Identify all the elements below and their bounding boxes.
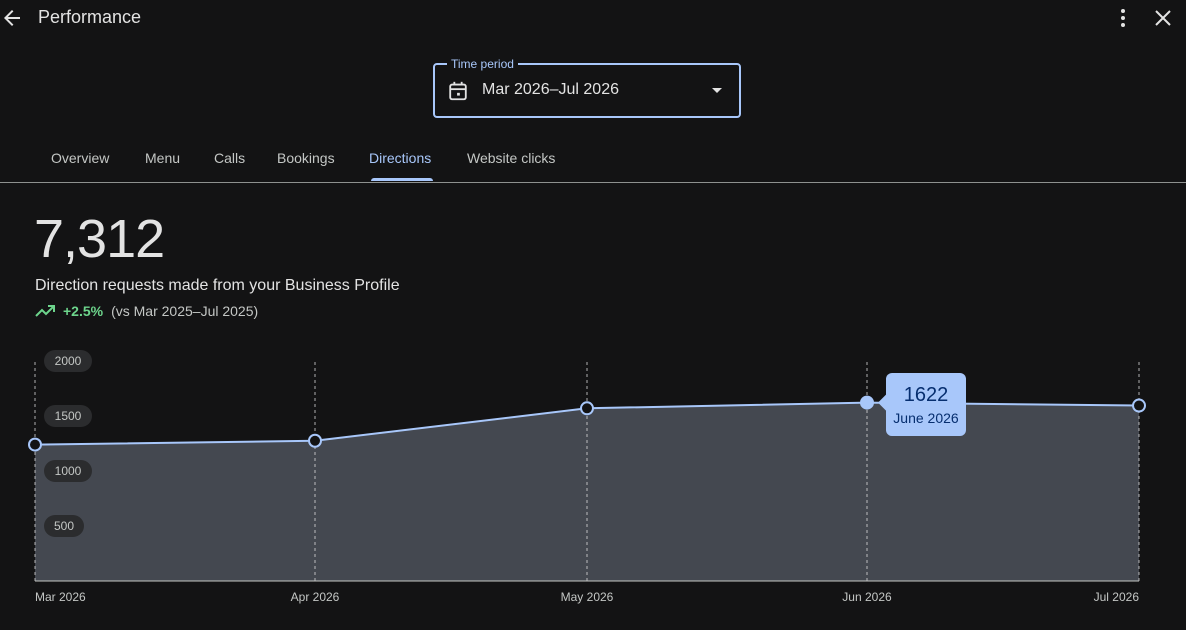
more-vert-icon[interactable]	[1111, 6, 1135, 30]
data-point-2	[308, 433, 322, 448]
y-tick-label-1000: 1000	[55, 464, 82, 478]
trending-up-icon	[35, 305, 55, 317]
x-tick-label-3: May 2026	[561, 590, 614, 604]
tab-website-clicks[interactable]: Website clicks	[467, 150, 556, 166]
close-icon[interactable]	[1151, 6, 1175, 30]
y-tick-label-1500: 1500	[55, 409, 82, 423]
time-period-label: Time period	[447, 56, 518, 72]
tooltip-pointer	[878, 394, 886, 411]
time-period-select[interactable]: Time period Mar 2026–Jul 2026	[433, 56, 741, 118]
active-tab-indicator	[371, 178, 433, 181]
y-tick-pill-1000	[44, 460, 92, 482]
y-tick-pill-2000	[44, 350, 92, 372]
tab-calls[interactable]: Calls	[214, 150, 246, 166]
metric-description: Direction requests made from your Busine…	[35, 277, 400, 294]
tab-bookings[interactable]: Bookings	[277, 150, 335, 166]
tab-directions[interactable]: Directions	[369, 150, 432, 166]
trend-percentage: +2.5%	[63, 303, 104, 319]
y-tick-pill-500	[44, 515, 84, 537]
tooltip-box	[886, 373, 966, 436]
data-point-4	[860, 395, 874, 410]
y-tick-pill-1500	[44, 405, 92, 427]
page-title: Performance	[38, 7, 142, 27]
total-count: 7,312	[34, 209, 165, 269]
x-tick-label-2: Apr 2026	[291, 590, 340, 604]
chart-area	[35, 402, 1139, 581]
trend-row: +2.5% (vs Mar 2025–Jul 2025)	[35, 303, 258, 319]
x-tick-label-4: Jun 2026	[842, 590, 892, 604]
data-point-3	[580, 401, 594, 416]
data-point-5	[1132, 398, 1146, 413]
y-tick-label-500: 500	[54, 519, 74, 533]
calendar-icon	[449, 81, 467, 101]
x-tick-label-5: Jul 2026	[1094, 590, 1140, 604]
chevron-down-icon	[712, 88, 722, 93]
directions-chart: 2000 1500 1000 500 Mar 2026 Apr 2026 May 2026 J…	[28, 350, 1146, 604]
tab-bar: Overview Menu Calls Bookings Directions …	[0, 136, 1186, 183]
trend-comparison: (vs Mar 2025–Jul 2025)	[111, 303, 259, 319]
data-point-1	[28, 437, 42, 452]
tooltip-label: June 2026	[893, 410, 959, 426]
y-tick-label-2000: 2000	[55, 354, 82, 368]
tooltip-value: 1622	[904, 384, 949, 406]
tab-overview[interactable]: Overview	[51, 150, 110, 166]
time-period-value: Mar 2026–Jul 2026	[482, 81, 619, 98]
arrow-back-icon[interactable]	[0, 6, 24, 30]
top-bar: Performance	[0, 0, 1186, 36]
x-tick-label-1: Mar 2026	[35, 590, 86, 604]
tab-menu[interactable]: Menu	[145, 150, 181, 166]
